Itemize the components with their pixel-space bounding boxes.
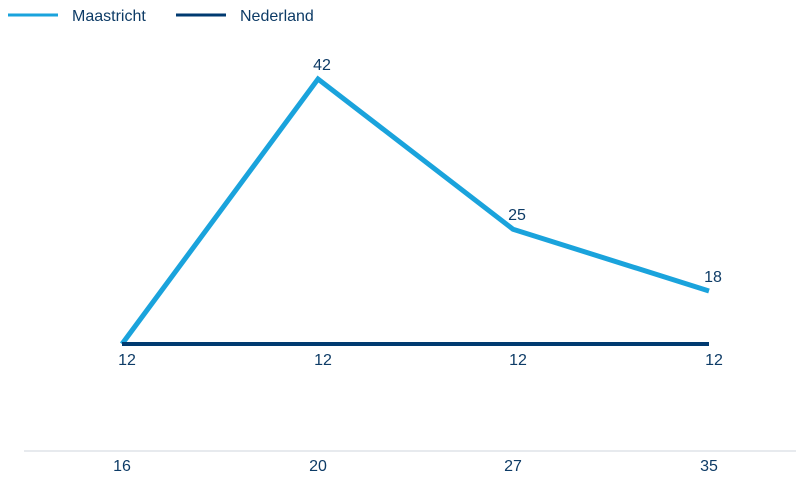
data-label-maastricht: 18: [704, 269, 722, 286]
legend-label-maastricht: Maastricht: [72, 8, 146, 25]
data-label-nederland: 12: [314, 352, 332, 369]
x-tick-label: 20: [309, 458, 327, 473]
data-label-nederland: 12: [118, 352, 136, 369]
x-tick-label: 27: [504, 458, 522, 473]
data-label-nederland: 12: [705, 352, 723, 369]
series-line-maastricht: [119, 75, 710, 346]
x-tick-label: 35: [700, 458, 718, 473]
data-label-maastricht: 42: [313, 57, 331, 74]
data-label-nederland: 12: [509, 352, 527, 369]
data-label-maastricht: 25: [508, 207, 526, 224]
legend-label-nederland: Nederland: [240, 8, 314, 25]
x-tick-label: 16: [113, 458, 131, 473]
